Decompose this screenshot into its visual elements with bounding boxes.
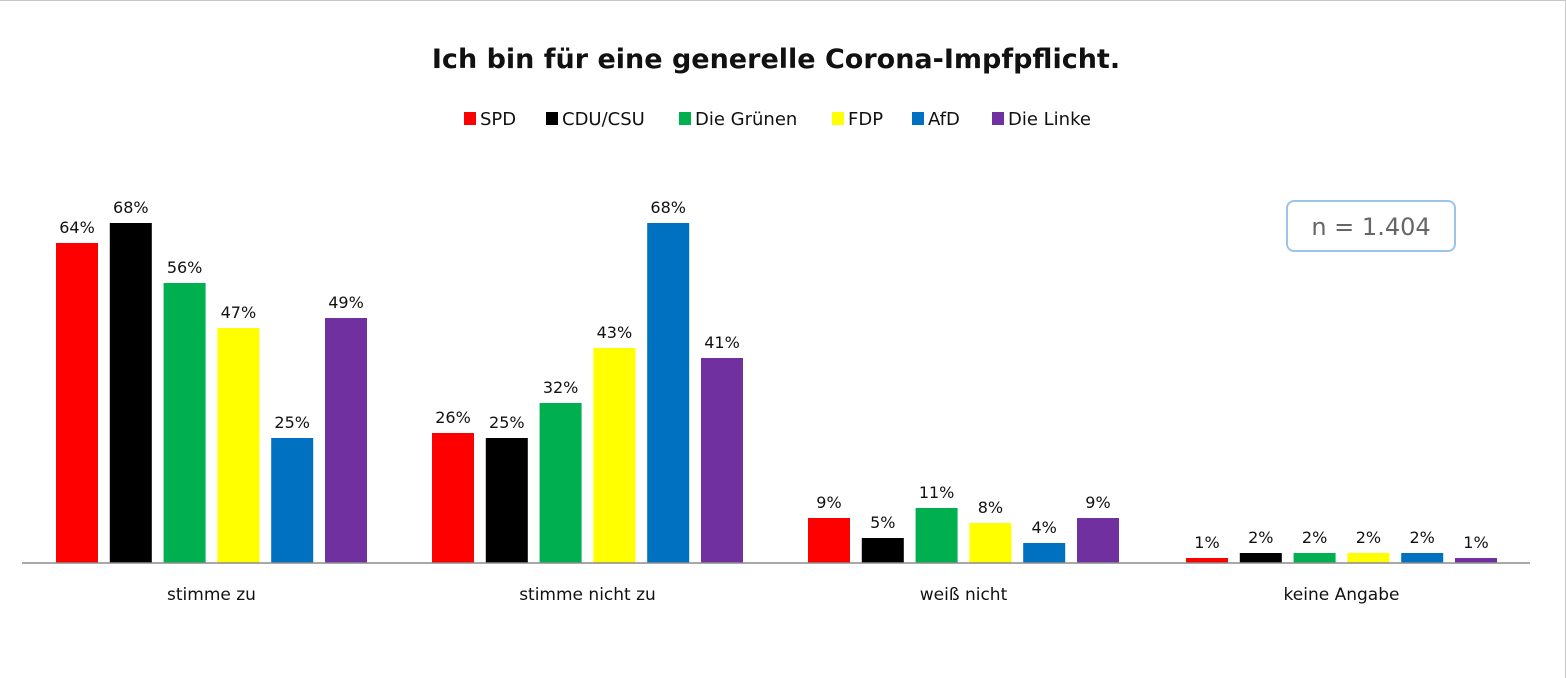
category-label: stimme nicht zu (519, 585, 656, 605)
legend-label: CDU/CSU (562, 109, 645, 130)
data-label: 1% (1194, 533, 1219, 552)
data-label: 41% (704, 333, 740, 352)
bars-group: 64% 68% 56% 47% 25% 49% 26% 25% 32% 43% 68% 41% 9% 5%… (56, 198, 1497, 563)
data-label: 2% (1248, 528, 1273, 547)
data-label: 43% (597, 323, 633, 342)
bar (539, 403, 582, 563)
legend-label: FDP (848, 109, 883, 130)
data-label: 49% (328, 293, 364, 312)
bar (969, 523, 1012, 563)
legend-swatch (679, 112, 691, 125)
legend: SPD CDU/CSU Die Grünen FDP AfD Die Linke (464, 109, 1091, 130)
legend-item: CDU/CSU (546, 109, 645, 130)
legend-label: AfD (928, 109, 960, 130)
data-label: 64% (59, 218, 95, 237)
data-label: 1% (1463, 533, 1488, 552)
bar (271, 438, 314, 563)
bar (432, 433, 474, 563)
bar (1186, 558, 1228, 563)
data-label: 2% (1410, 528, 1435, 547)
bar (485, 438, 528, 563)
bar (593, 348, 636, 563)
data-label: 2% (1302, 528, 1327, 547)
legend-label: Die Linke (1008, 109, 1091, 130)
legend-item: SPD (464, 109, 516, 130)
data-label: 26% (435, 408, 471, 427)
legend-swatch (546, 112, 558, 125)
data-label: 9% (816, 493, 841, 512)
data-label: 11% (919, 483, 955, 502)
category-label: stimme zu (167, 585, 256, 605)
data-label: 2% (1356, 528, 1381, 547)
bar (163, 283, 206, 563)
legend-label: Die Grünen (695, 109, 797, 130)
bar (701, 358, 743, 563)
bar (808, 518, 850, 563)
bar (1293, 553, 1336, 563)
legend-item: Die Linke (992, 109, 1091, 130)
bar (109, 223, 152, 563)
bar (1023, 543, 1066, 563)
sample-size-frame (1286, 200, 1456, 252)
sample-size-label: n = 1.404 (1311, 213, 1430, 241)
data-label: 32% (543, 378, 579, 397)
legend-label: SPD (480, 109, 516, 130)
bar (1401, 553, 1444, 563)
bar (325, 318, 367, 563)
legend-swatch (464, 112, 476, 125)
legend-swatch (992, 112, 1004, 125)
chart-title: Ich bin für eine generelle Corona-Impfpf… (432, 44, 1120, 75)
legend-item: Die Grünen (679, 109, 797, 130)
bar (56, 243, 98, 563)
data-label: 56% (167, 258, 203, 277)
data-label: 25% (274, 413, 310, 432)
data-label: 9% (1085, 493, 1110, 512)
bar (647, 223, 690, 563)
bar (1239, 553, 1282, 563)
legend-swatch (832, 112, 844, 125)
bar (1347, 553, 1390, 563)
category-labels: stimme zu stimme nicht zu weiß nicht keine … (167, 585, 1399, 605)
data-label: 47% (221, 303, 257, 322)
legend-swatch (912, 112, 924, 125)
sample-size-box: n = 1.404 (1286, 200, 1456, 252)
frame-top-border (0, 0, 1566, 1)
data-label: 4% (1032, 518, 1057, 537)
bar (1077, 518, 1119, 563)
category-label: weiß nicht (920, 585, 1008, 605)
legend-item: FDP (832, 109, 883, 130)
data-label: 5% (870, 513, 895, 532)
category-label: keine Angabe (1284, 585, 1400, 605)
legend-item: AfD (912, 109, 960, 130)
data-label: 68% (650, 198, 686, 217)
data-label: 8% (978, 498, 1003, 517)
bar (861, 538, 904, 563)
bar (915, 508, 958, 563)
data-label: 25% (489, 413, 525, 432)
bar (1455, 558, 1497, 563)
data-label: 68% (113, 198, 149, 217)
bar (217, 328, 260, 563)
